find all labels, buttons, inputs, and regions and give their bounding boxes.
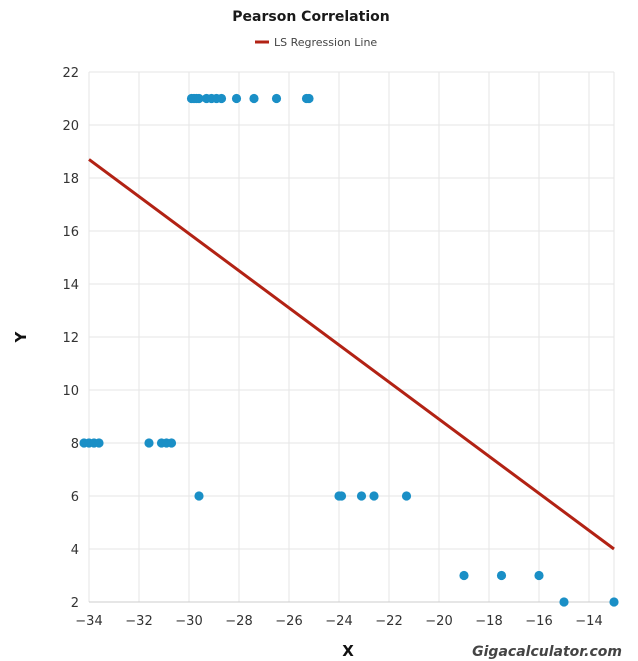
legend-label: LS Regression Line: [274, 36, 377, 49]
x-tick-label: −16: [525, 614, 552, 629]
data-point[interactable]: [194, 491, 204, 501]
data-point[interactable]: [356, 491, 367, 501]
data-point[interactable]: [369, 491, 379, 501]
x-tick-label: −34: [75, 614, 102, 629]
x-tick-label: −28: [225, 614, 252, 629]
data-point[interactable]: [336, 491, 347, 501]
y-tick-label: 20: [62, 119, 79, 134]
x-tick-label: −26: [275, 614, 302, 629]
data-point[interactable]: [231, 93, 242, 104]
data-point[interactable]: [166, 438, 177, 448]
y-tick-label: 16: [62, 225, 79, 240]
regression-line-layer: [88, 158, 615, 551]
x-tick-label: −14: [575, 614, 602, 629]
y-axis-title: Y: [12, 330, 30, 343]
data-point[interactable]: [194, 93, 204, 104]
data-point[interactable]: [559, 597, 569, 607]
x-tick-label: −22: [375, 614, 402, 629]
y-tick-label: 18: [62, 172, 79, 187]
data-point[interactable]: [271, 93, 282, 104]
x-tick-label: −20: [425, 614, 452, 629]
y-tick-label: 14: [62, 278, 79, 293]
x-axis-ticks: −34 −32 −30 −28 −26 −24 −22 −20 −18 −16 −14: [75, 614, 602, 629]
y-tick-label: 8: [71, 437, 79, 452]
x-axis-title: X: [342, 642, 354, 660]
chart-title: Pearson Correlation: [232, 9, 389, 25]
x-tick-label: −24: [325, 614, 352, 629]
y-tick-label: 22: [62, 66, 79, 81]
y-tick-label: 2: [71, 596, 79, 611]
x-tick-label: −30: [175, 614, 202, 629]
data-point[interactable]: [249, 93, 259, 104]
data-point[interactable]: [496, 570, 507, 581]
data-points: [79, 93, 619, 607]
data-point[interactable]: [94, 438, 104, 448]
x-tick-label: −18: [475, 614, 502, 629]
data-point[interactable]: [304, 93, 314, 104]
data-point[interactable]: [144, 438, 154, 448]
data-point[interactable]: [459, 570, 469, 581]
legend[interactable]: LS Regression Line: [255, 36, 377, 49]
data-point[interactable]: [609, 597, 619, 607]
data-point[interactable]: [534, 570, 544, 581]
y-tick-label: 6: [71, 490, 79, 505]
y-axis-ticks: 2 4 6 8 10 12 14 16 18 20 22: [62, 66, 79, 611]
y-tick-label: 10: [62, 384, 79, 399]
watermark: Gigacalculator.com: [472, 644, 622, 660]
x-tick-label: −32: [125, 614, 152, 629]
grid: [88, 71, 615, 603]
regression-line: [88, 158, 615, 551]
y-tick-label: 12: [62, 331, 79, 346]
y-tick-label: 4: [71, 543, 79, 558]
data-point[interactable]: [216, 93, 227, 104]
data-point[interactable]: [401, 491, 412, 501]
